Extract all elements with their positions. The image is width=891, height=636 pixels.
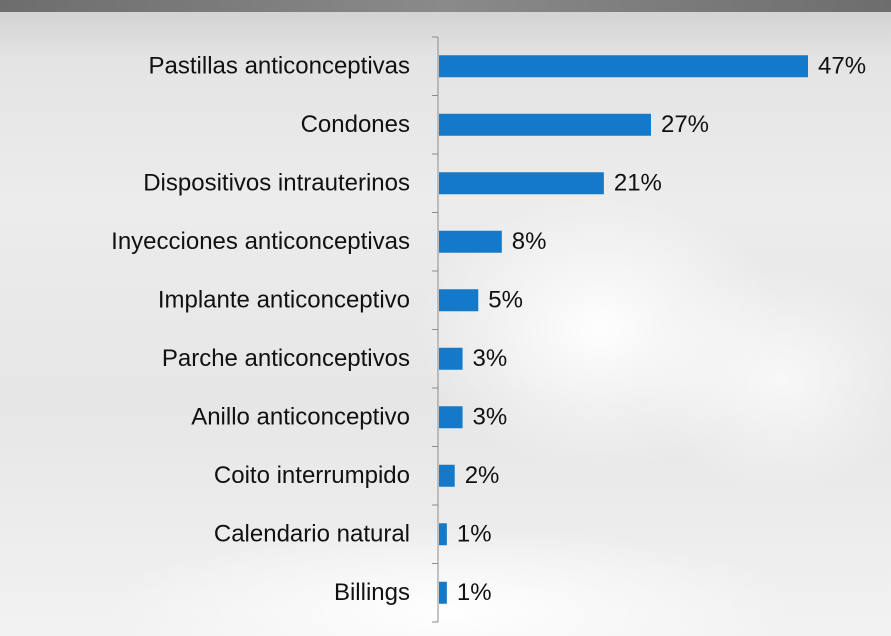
bar <box>439 581 447 604</box>
value-label: 3% <box>473 404 508 431</box>
value-label: 3% <box>473 345 508 372</box>
bar <box>439 230 502 253</box>
category-label: Billings <box>334 579 410 606</box>
category-label: Condones <box>301 111 410 138</box>
bar <box>439 55 808 78</box>
value-label: 47% <box>818 53 866 80</box>
top-strip <box>0 0 891 12</box>
value-label: 21% <box>614 170 662 197</box>
bar <box>439 172 604 195</box>
bar <box>439 289 479 312</box>
bar <box>439 347 463 370</box>
value-label: 1% <box>457 579 492 606</box>
value-label: 5% <box>488 287 523 314</box>
category-label: Inyecciones anticonceptivas <box>111 228 410 255</box>
value-label: 1% <box>457 521 492 548</box>
category-label: Coito interrumpido <box>214 462 410 489</box>
bar <box>439 523 447 546</box>
category-label: Parche anticonceptivos <box>162 345 410 372</box>
bar <box>439 406 463 429</box>
category-label: Dispositivos intrauterinos <box>143 170 410 197</box>
value-label: 8% <box>512 228 547 255</box>
value-label: 2% <box>465 462 500 489</box>
category-label: Pastillas anticonceptivas <box>149 53 410 80</box>
category-label: Anillo anticonceptivo <box>191 404 410 431</box>
bar <box>439 464 455 487</box>
category-label: Calendario natural <box>214 521 410 548</box>
bar <box>439 113 651 136</box>
value-label: 27% <box>661 111 709 138</box>
category-label: Implante anticonceptivo <box>158 287 410 314</box>
